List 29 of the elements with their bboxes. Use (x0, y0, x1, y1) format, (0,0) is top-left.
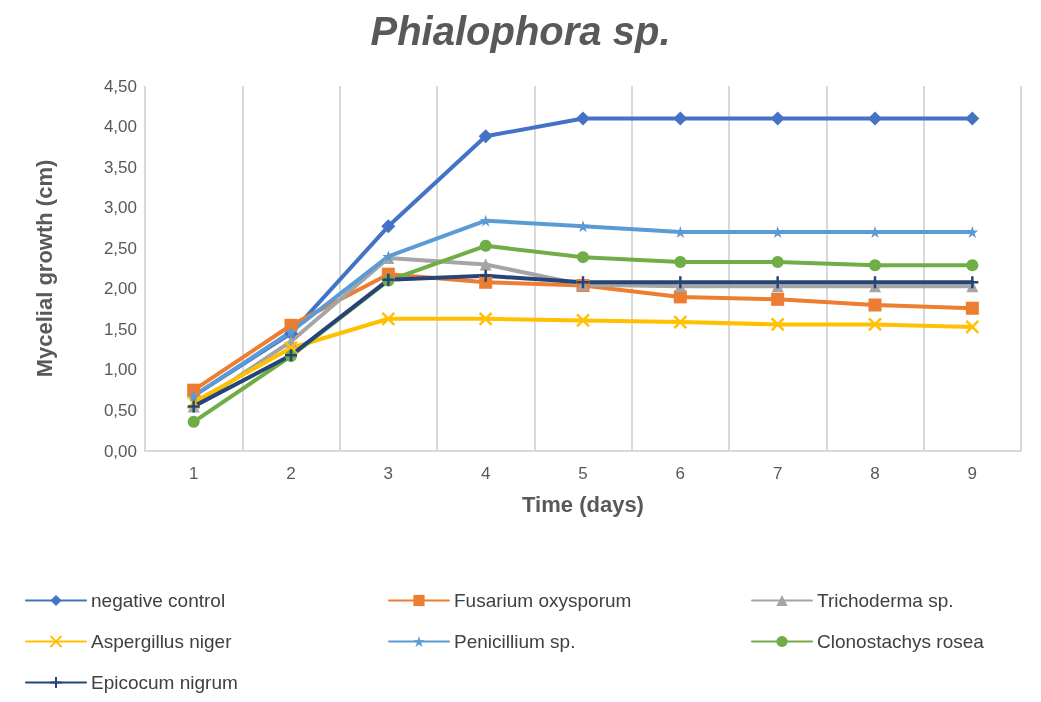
x-tick-label: 5 (578, 464, 588, 483)
legend-label: Clonostachys rosea (817, 631, 985, 652)
x-tick-label: 2 (286, 464, 296, 483)
legend-label: Epicocum nigrum (91, 672, 238, 693)
x-tick-label: 4 (480, 464, 491, 483)
y-tick-label: 0,50 (103, 400, 137, 420)
legend-label: Trichoderma sp. (817, 590, 954, 611)
y-tick-label: 4,00 (103, 117, 137, 137)
x-axis-title: Time (days) (522, 491, 644, 517)
y-tick-label: 0,00 (103, 441, 137, 461)
chart-title: Phialophora sp. (370, 9, 671, 53)
x-tick-label: 7 (772, 464, 783, 483)
legend-label: Penicillium sp. (454, 631, 576, 652)
x-tick-label: 8 (870, 464, 880, 483)
y-axis-title: Mycelial growth (cm) (31, 159, 57, 378)
legend-label: negative control (91, 590, 226, 611)
y-tick-label: 3,00 (103, 198, 137, 218)
y-tick-label: 1,00 (103, 360, 137, 380)
y-tick-label: 1,50 (103, 319, 137, 339)
x-tick-label: 6 (675, 464, 686, 483)
x-tick-label: 3 (383, 464, 394, 483)
x-tick-label: 1 (188, 464, 199, 483)
legend-label: Aspergillus niger (91, 631, 233, 652)
x-tick-label: 9 (967, 464, 978, 483)
y-tick-label: 2,00 (103, 279, 137, 299)
legend-label: Fusarium oxysporum (454, 590, 632, 611)
y-tick-label: 2,50 (103, 238, 137, 258)
y-tick-label: 3,50 (103, 157, 137, 177)
y-tick-label: 4,50 (103, 76, 137, 96)
